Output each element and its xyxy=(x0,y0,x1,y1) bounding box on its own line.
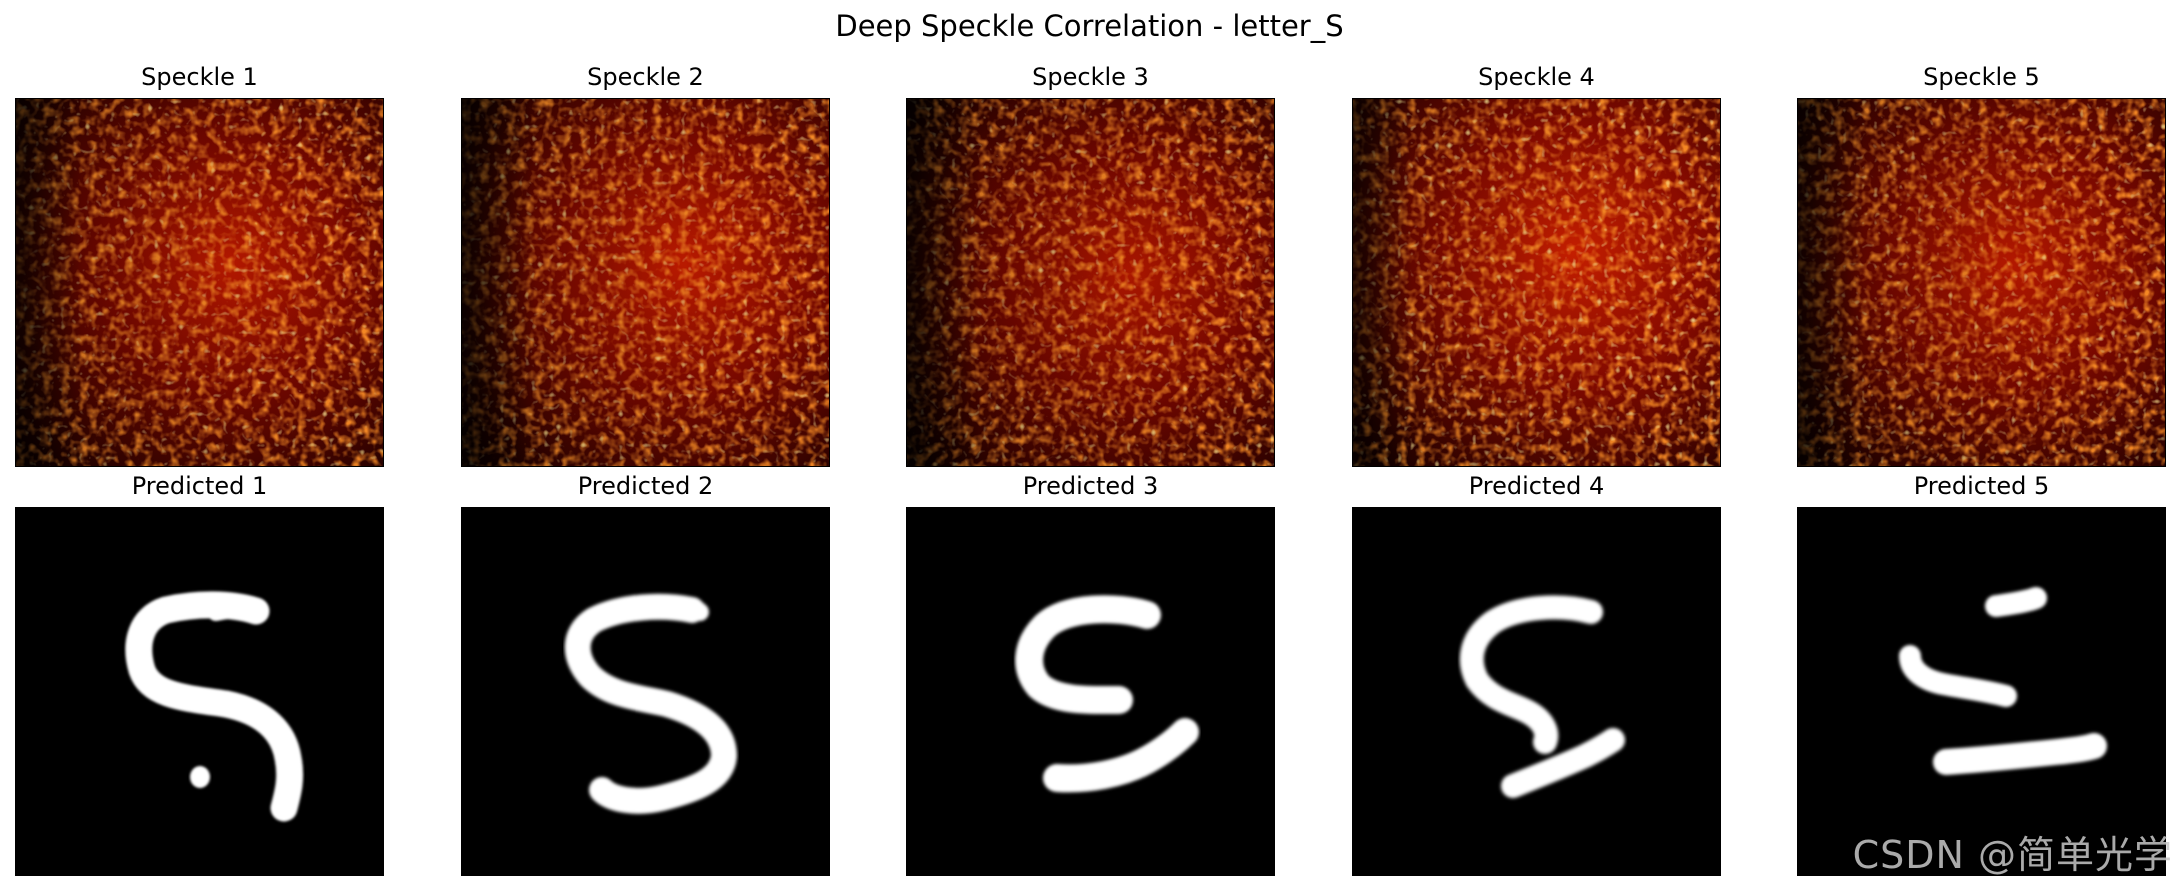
speckle-image-4 xyxy=(1353,99,1720,466)
predicted-panel-1: Predicted 1 xyxy=(15,471,384,876)
predicted-panel-title: Predicted 3 xyxy=(1022,472,1159,500)
speckle-panel-2: Speckle 2 xyxy=(461,62,830,467)
predicted-panel-title: Predicted 5 xyxy=(1913,472,2050,500)
predicted-panel-title: Predicted 4 xyxy=(1468,472,1605,500)
speckle-image-3 xyxy=(907,99,1274,466)
speckle-panel-title: Speckle 4 xyxy=(1478,63,1595,91)
predicted-image xyxy=(906,507,1275,876)
speckle-image xyxy=(461,98,830,467)
speckle-panel-5: Speckle 5 xyxy=(1797,62,2166,467)
predicted-image xyxy=(461,507,830,876)
speckle-panel-title: Speckle 3 xyxy=(1032,63,1149,91)
speckle-panel-title: Speckle 5 xyxy=(1923,63,2040,91)
speckle-panel-1: Speckle 1 xyxy=(15,62,384,467)
predicted-panel-title: Predicted 1 xyxy=(131,472,268,500)
speckle-image-1 xyxy=(16,99,383,466)
predicted-panel-3: Predicted 3 xyxy=(906,471,1275,876)
predicted-image-4 xyxy=(1353,508,1720,875)
predicted-panel-title: Predicted 2 xyxy=(577,472,714,500)
speckle-image xyxy=(1352,98,1721,467)
predicted-panel-5: Predicted 5 xyxy=(1797,471,2166,876)
speckle-panel-3: Speckle 3 xyxy=(906,62,1275,467)
speckle-panel-4: Speckle 4 xyxy=(1352,62,1721,467)
speckle-image xyxy=(1797,98,2166,467)
watermark-text: CSDN @简单光学 xyxy=(1852,833,2173,877)
predicted-image xyxy=(1352,507,1721,876)
speckle-panel-title: Speckle 2 xyxy=(587,63,704,91)
predicted-image xyxy=(15,507,384,876)
speckle-image-2 xyxy=(462,99,829,466)
predicted-image-1 xyxy=(16,508,383,875)
predicted-panel-2: Predicted 2 xyxy=(461,471,830,876)
figure-title: Deep Speckle Correlation - letter_S xyxy=(835,9,1344,43)
predicted-panel-4: Predicted 4 xyxy=(1352,471,1721,876)
predicted-image-2 xyxy=(462,508,829,875)
predicted-image-3 xyxy=(907,508,1274,875)
speckle-image xyxy=(906,98,1275,467)
speckle-image-5 xyxy=(1798,99,2165,466)
predicted-image-5 xyxy=(1798,508,2165,875)
predicted-image xyxy=(1797,507,2166,876)
speckle-panel-title: Speckle 1 xyxy=(141,63,258,91)
speckle-image xyxy=(15,98,384,467)
